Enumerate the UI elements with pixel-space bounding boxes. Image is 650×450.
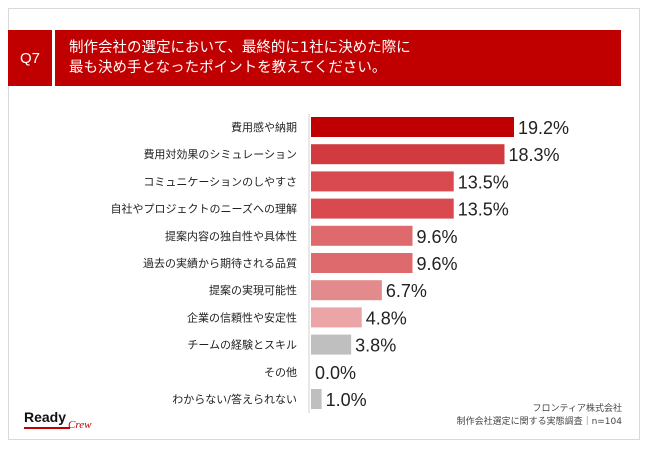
category-label: 費用対効果のシミュレーション xyxy=(143,147,297,161)
category-label: 提案内容の独自性や具体性 xyxy=(165,229,297,243)
source-survey: 制作会社選定に関する実態調査｜n=104 xyxy=(456,417,622,427)
value-label: 13.5% xyxy=(458,172,509,192)
question-number-badge: Q7 xyxy=(8,30,52,86)
bar xyxy=(311,198,454,219)
value-label: 0.0% xyxy=(315,363,356,383)
value-label: 13.5% xyxy=(458,200,509,220)
question-number: Q7 xyxy=(19,49,40,67)
bar xyxy=(311,225,413,246)
category-label: チームの経験とスキル xyxy=(187,338,297,352)
category-label: わからない/答えられない xyxy=(172,392,297,406)
category-label: 自社やプロジェクトのニーズへの理解 xyxy=(111,202,297,216)
logo-ready-text: Ready xyxy=(24,409,67,425)
bar xyxy=(311,389,322,409)
source-note: フロンティア株式会社 制作会社選定に関する実態調査｜n=104 xyxy=(457,403,622,429)
value-label: 6.7% xyxy=(386,281,427,301)
bar xyxy=(311,253,413,273)
category-label: コミュニケーションのしやすさ xyxy=(143,175,297,188)
category-label: その他 xyxy=(264,366,297,379)
slide-frame xyxy=(8,8,640,440)
category-label: 企業の信頼性や安定性 xyxy=(187,310,297,324)
bar xyxy=(311,171,454,192)
question-text: 制作会社の選定において、最終的に1社に決めた際に 最も決め手となったポイントを教… xyxy=(69,40,411,76)
logo-crew-text: Crew xyxy=(68,419,92,431)
logo-underline xyxy=(24,427,70,429)
bar xyxy=(311,307,362,328)
value-label: 19.2% xyxy=(518,118,569,138)
question-banner: 制作会社の選定において、最終的に1社に決めた際に 最も決め手となったポイントを教… xyxy=(55,30,621,86)
value-label: 4.8% xyxy=(366,308,407,328)
ready-crew-logo: Ready Crew xyxy=(24,409,98,433)
bar xyxy=(311,144,505,165)
bar xyxy=(311,280,382,301)
value-label: 18.3% xyxy=(508,145,559,165)
bar xyxy=(311,334,352,355)
bar xyxy=(311,117,514,137)
source-company: フロンティア株式会社 xyxy=(532,404,622,414)
value-label: 9.6% xyxy=(417,254,458,274)
value-label: 9.6% xyxy=(417,227,458,247)
category-label: 費用感や納期 xyxy=(231,120,297,134)
category-label: 過去の実績から期待される品質 xyxy=(143,256,297,270)
value-label: 1.0% xyxy=(326,390,367,410)
category-label: 提案の実現可能性 xyxy=(209,283,297,297)
value-label: 3.8% xyxy=(355,336,396,356)
